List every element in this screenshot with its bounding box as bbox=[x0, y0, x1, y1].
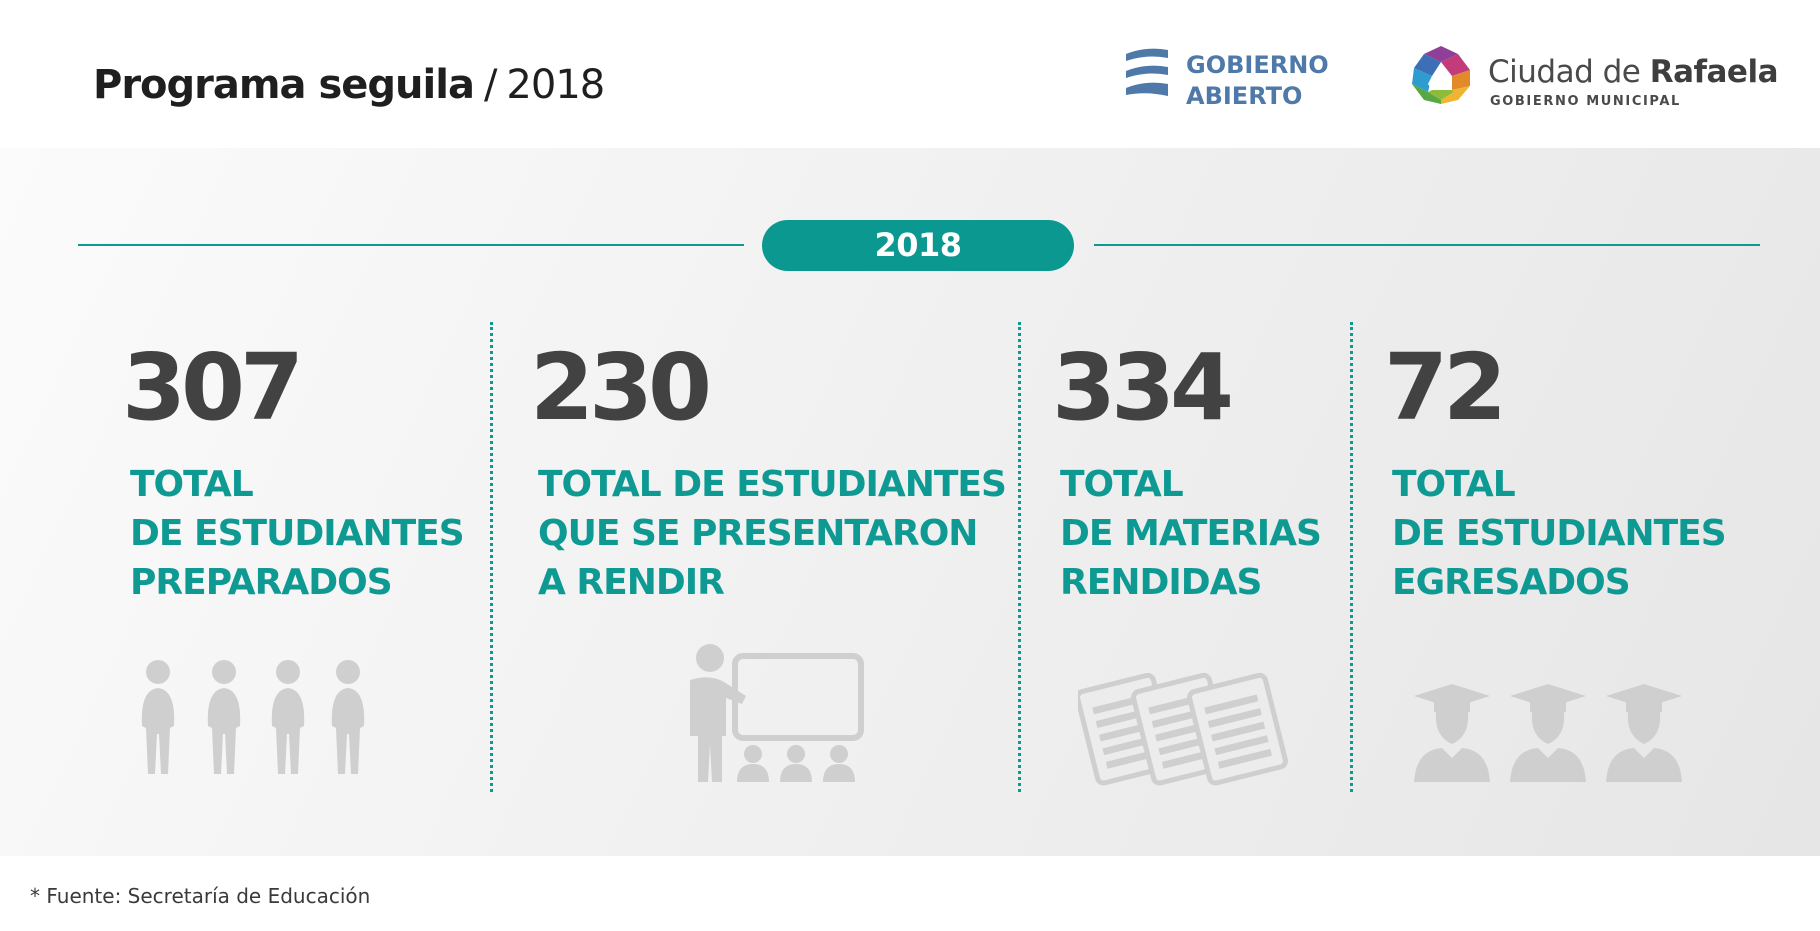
header: Programa seguila/2018 GOBIERNO ABIERTO bbox=[0, 0, 1820, 148]
stat-label-line: QUE SE PRESENTARON bbox=[538, 513, 978, 554]
stat-value: 230 bbox=[530, 334, 712, 441]
ciudad-rafaela-logo[interactable]: Ciudad de Rafaela GOBIERNO MUNICIPAL bbox=[1408, 44, 1778, 114]
column-divider bbox=[1018, 322, 1021, 792]
year-badge: 2018 bbox=[762, 220, 1074, 271]
stat-label: TOTAL DE ESTUDIANTES PREPARADOS bbox=[130, 460, 465, 607]
program-name: Programa seguila bbox=[93, 62, 475, 108]
stat-students-presented: 230 TOTAL DE ESTUDIANTES QUE SE PRESENTA… bbox=[530, 334, 1007, 604]
students-group-icon bbox=[141, 660, 365, 774]
stat-label-line: TOTAL bbox=[1392, 464, 1516, 505]
stat-subjects-taken: 334 TOTAL DE MATERIAS RENDIDAS bbox=[1052, 334, 1322, 604]
stat-label-line: RENDIDAS bbox=[1060, 562, 1262, 603]
stat-label-line: EGRESADOS bbox=[1392, 562, 1631, 603]
gobierno-abierto-logo-icon bbox=[1126, 48, 1168, 96]
stat-label: TOTAL DE ESTUDIANTES EGRESADOS bbox=[1392, 460, 1727, 607]
stat-value: 72 bbox=[1384, 334, 1507, 441]
stat-label-line: A RENDIR bbox=[538, 562, 725, 603]
page-title: Programa seguila/2018 bbox=[93, 62, 605, 108]
stat-label-line: DE MATERIAS bbox=[1060, 513, 1322, 554]
stat-label-line: DE ESTUDIANTES bbox=[1392, 513, 1727, 554]
stat-label-line: PREPARADOS bbox=[130, 562, 393, 603]
column-divider bbox=[490, 322, 493, 792]
gobierno-abierto-line2: ABIERTO bbox=[1186, 82, 1303, 110]
ciudad-rafaela-name-bold: Rafaela bbox=[1649, 54, 1779, 90]
title-separator: / bbox=[483, 62, 498, 108]
ciudad-rafaela-name-light: Ciudad de bbox=[1488, 54, 1650, 90]
stat-label: TOTAL DE ESTUDIANTES QUE SE PRESENTARON … bbox=[538, 460, 1007, 607]
graduates-icon bbox=[1414, 684, 1682, 782]
stat-students-prepared: 307 TOTAL DE ESTUDIANTES PREPARADOS bbox=[122, 334, 465, 604]
stat-label-line: TOTAL bbox=[1060, 464, 1184, 505]
year-rule-left bbox=[78, 244, 744, 246]
teacher-classroom-icon bbox=[690, 644, 864, 782]
stat-label-line: DE ESTUDIANTES bbox=[130, 513, 465, 554]
exam-papers-icon bbox=[1078, 672, 1288, 786]
ciudad-rafaela-name: Ciudad de Rafaela bbox=[1488, 54, 1778, 90]
title-year: 2018 bbox=[506, 62, 605, 108]
ciudad-rafaela-logo-icon bbox=[1412, 46, 1470, 104]
source-footnote: * Fuente: Secretaría de Educación bbox=[30, 884, 371, 908]
stat-label: TOTAL DE MATERIAS RENDIDAS bbox=[1060, 460, 1322, 607]
stat-label-line: TOTAL DE ESTUDIANTES bbox=[538, 464, 1007, 505]
gobierno-abierto-logo[interactable]: GOBIERNO ABIERTO bbox=[1124, 46, 1329, 110]
stat-value: 307 bbox=[122, 334, 304, 441]
ciudad-rafaela-subtitle: GOBIERNO MUNICIPAL bbox=[1490, 94, 1681, 109]
gobierno-abierto-line1: GOBIERNO bbox=[1186, 51, 1329, 79]
stat-value: 334 bbox=[1052, 334, 1234, 441]
column-divider bbox=[1350, 322, 1353, 792]
gobierno-abierto-text: GOBIERNO ABIERTO bbox=[1186, 50, 1329, 112]
stat-label-line: TOTAL bbox=[130, 464, 254, 505]
year-rule-right bbox=[1094, 244, 1760, 246]
stat-students-graduated: 72 TOTAL DE ESTUDIANTES EGRESADOS bbox=[1384, 334, 1727, 604]
